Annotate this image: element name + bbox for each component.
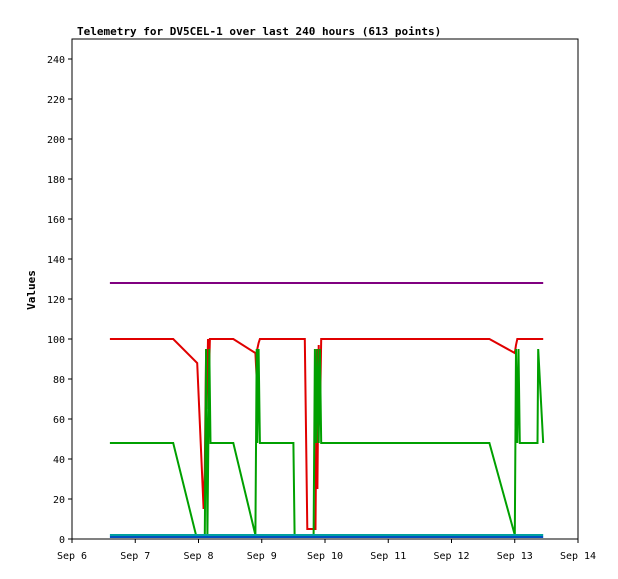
y-tick-label: 40 xyxy=(53,455,65,466)
y-tick-label: 20 xyxy=(53,495,65,506)
x-tick-label: Sep 12 xyxy=(433,551,469,562)
y-tick-label: 100 xyxy=(47,335,65,346)
y-tick-label: 180 xyxy=(47,175,65,186)
plot-frame xyxy=(71,38,579,540)
y-tick-label: 240 xyxy=(47,55,65,66)
x-axis: Sep 6 Sep 7 Sep 8 Sep 9 Sep 10 Sep 11 Sep 12 Se… xyxy=(57,539,596,562)
x-tick-label: Sep 13 xyxy=(497,551,533,562)
x-tick-label: Sep 7 xyxy=(120,551,150,562)
x-tick-label: Sep 11 xyxy=(370,551,406,562)
y-tick-label: 160 xyxy=(47,215,65,226)
y-tick-label: 120 xyxy=(47,295,65,306)
x-tick-label: Sep 6 xyxy=(57,551,87,562)
series-layer xyxy=(109,282,545,538)
x-tick-label: Sep 14 xyxy=(560,551,596,562)
y-axis: 0 20 40 60 80 100 120 140 160 180 200 220 240 xyxy=(47,55,72,546)
y-tick-label: 80 xyxy=(53,375,65,386)
x-tick-label: Sep 8 xyxy=(183,551,213,562)
y-tick-label: 140 xyxy=(47,255,65,266)
y-tick-label: 60 xyxy=(53,415,65,426)
y-axis-label: Values xyxy=(25,270,38,310)
y-tick-label: 0 xyxy=(59,535,65,546)
x-tick-label: Sep 10 xyxy=(307,551,343,562)
chart-title: Telemetry for DV5CEL-1 over last 240 hou… xyxy=(77,25,441,38)
y-tick-label: 220 xyxy=(47,95,65,106)
series-line-2 xyxy=(109,348,545,536)
x-tick-label: Sep 9 xyxy=(247,551,277,562)
y-tick-label: 200 xyxy=(47,135,65,146)
series-line-1 xyxy=(109,338,544,530)
